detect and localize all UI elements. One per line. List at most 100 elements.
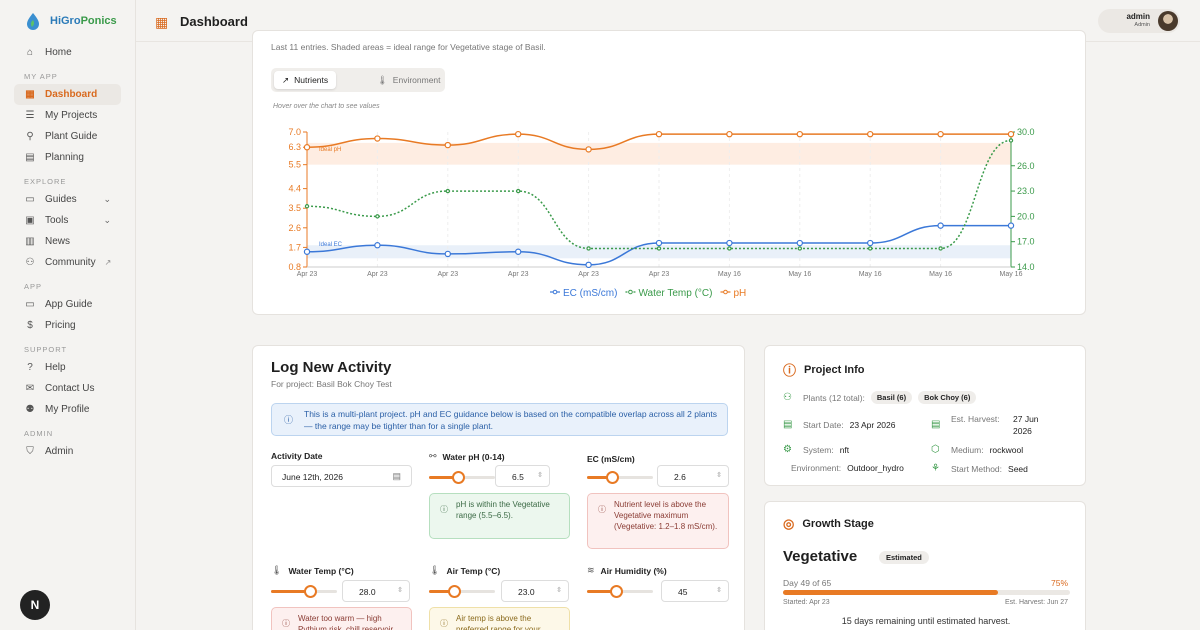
x-tick-label: Apr 23	[508, 271, 529, 278]
sidebar-item-label: Community	[45, 257, 96, 268]
growth-progress-bar	[783, 590, 1070, 595]
ideal-ph-band	[307, 142, 1011, 165]
sidebar-item-pricing[interactable]: $ Pricing	[14, 315, 121, 336]
chart-subtitle: Last 11 entries. Shaded areas = ideal ra…	[271, 42, 546, 52]
ec-label: EC (mS/cm)	[587, 454, 635, 464]
x-tick-label: May 16	[929, 271, 952, 278]
sidebar-item-label: Planning	[45, 152, 84, 163]
water-temp-slider[interactable]	[271, 581, 337, 601]
stepper-icon[interactable]: ⇳	[556, 587, 562, 594]
start-method-row: ⚘ Start Method: Seed	[931, 463, 1028, 474]
thermometer-icon: 🌡︎	[429, 565, 441, 575]
water-temp-input[interactable]: 28.0 ⇳	[342, 580, 410, 602]
sidebar-item-label: My Profile	[45, 404, 90, 415]
user-menu[interactable]: admin Admin	[1098, 9, 1180, 33]
calendar-icon: ▤	[392, 471, 401, 481]
search-icon: ⚲	[26, 131, 34, 142]
humidity-value: 45	[678, 587, 688, 597]
shield-icon: ⛉	[26, 446, 34, 457]
tab-label: Environment	[392, 75, 441, 85]
left-tick-label: 1.7	[288, 242, 301, 252]
chart-card: Last 11 entries. Shaded areas = ideal ra…	[252, 30, 1086, 315]
sidebar-item-admin[interactable]: ⛉ Admin	[14, 441, 121, 462]
sidebar-item-app-guide[interactable]: ▭ App Guide	[14, 294, 121, 315]
sidebar-item-tools[interactable]: ▣ Tools ⌄	[14, 210, 121, 231]
sidebar-item-news[interactable]: ▥ News	[14, 231, 121, 252]
started-label: Started: Apr 23	[783, 599, 830, 606]
ph-input[interactable]: 6.5 ⇳	[495, 465, 550, 487]
air-temp-value: 23.0	[518, 587, 535, 597]
data-point	[1008, 138, 1014, 143]
label-text: Air Temp (°C)	[446, 565, 501, 576]
line-chart[interactable]: Ideal pH Ideal EC 7.0 6.3 5.5 4.4 3.5 2.6 1.7 0.8…	[253, 31, 1087, 316]
brand[interactable]: HiGroPonics	[0, 0, 135, 42]
data-point	[585, 146, 592, 153]
ec-value: 2.6	[674, 472, 686, 482]
plants-label: Plants (12 total):	[803, 392, 865, 403]
left-tick-label: 5.5	[288, 160, 301, 170]
medium-value: rockwool	[989, 444, 1024, 455]
users-icon: ⚇	[25, 257, 35, 268]
humidity-input[interactable]: 45 ⇳	[661, 580, 729, 602]
tab-nutrients[interactable]: ↗ Nutrients	[274, 71, 337, 89]
stepper-icon[interactable]: ⇳	[716, 472, 722, 479]
stepper-icon[interactable]: ⇳	[537, 472, 543, 479]
sidebar-item-my-profile[interactable]: ⚉ My Profile	[14, 399, 121, 420]
data-point	[938, 246, 943, 251]
left-tick-label: 3.5	[288, 203, 301, 213]
dev-badge[interactable]: N	[20, 590, 50, 620]
air-temp-input[interactable]: 23.0 ⇳	[501, 580, 569, 602]
data-point	[655, 130, 663, 138]
section-label: EXPLORE	[24, 177, 67, 186]
user-role: Admin	[1134, 22, 1150, 28]
data-point	[445, 188, 450, 194]
label-text: Air Humidity (%)	[600, 565, 667, 576]
growth-stage-card: ◎ Growth Stage Vegetative Estimated Day 4…	[764, 501, 1086, 630]
droplet-icon: ⚯	[429, 451, 437, 461]
estimated-badge: Estimated	[879, 551, 929, 564]
data-point	[374, 135, 381, 142]
sidebar-item-contact-us[interactable]: ✉ Contact Us	[14, 378, 121, 399]
activity-date-input[interactable]: June 12th, 2026 ▤	[271, 465, 412, 487]
date-value: June 12th, 2026	[282, 472, 343, 482]
x-tick-label: Apr 23	[578, 271, 599, 278]
home-icon: ⌂	[26, 47, 34, 58]
sidebar-item-planning[interactable]: ▤ Planning	[14, 147, 121, 168]
sidebar-item-home[interactable]: ⌂ Home	[14, 42, 121, 63]
sidebar-item-my-projects[interactable]: ☰ My Projects	[14, 105, 121, 126]
system-row: ⚙ System: nft	[783, 444, 849, 455]
sidebar-item-guides[interactable]: ▭ Guides ⌄	[14, 189, 121, 210]
sidebar-item-dashboard[interactable]: ▦ Dashboard	[14, 84, 121, 105]
ph-slider[interactable]	[429, 467, 495, 487]
stepper-icon[interactable]: ⇳	[716, 587, 722, 594]
stepper-icon[interactable]: ⇳	[397, 587, 403, 594]
legend-marker	[552, 289, 558, 295]
ec-slider[interactable]	[587, 467, 653, 487]
sidebar-nav: ⌂ Home	[0, 42, 135, 63]
data-point	[516, 188, 521, 194]
ec-input[interactable]: 2.6 ⇳	[657, 465, 729, 487]
plants-row: ⚇ Plants (12 total): Basil (6) Bok Choy …	[783, 391, 977, 404]
user-name: admin	[1126, 12, 1150, 21]
sidebar-item-label: Guides	[45, 194, 77, 205]
data-point	[796, 130, 804, 138]
label-text: Activity Date	[271, 451, 323, 461]
left-tick-label: 0.8	[288, 262, 301, 272]
water-temp-status-text: Water too warm — high Pythium risk, chil…	[298, 614, 394, 630]
tab-environment[interactable]: 🌡︎ Environment	[369, 71, 449, 89]
project-info-card: ⓘ Project Info ⚇ Plants (12 total): Basil…	[764, 345, 1086, 486]
air-temp-slider[interactable]	[429, 581, 495, 601]
data-point	[868, 246, 873, 251]
sidebar-item-help[interactable]: ? Help	[14, 357, 121, 378]
sidebar-item-community[interactable]: ⚇ Community ↗	[14, 252, 121, 273]
logo-icon	[27, 13, 39, 30]
sidebar-item-label: My Projects	[45, 110, 98, 121]
title-text: Project Info	[804, 363, 865, 376]
days-remaining: 15 days remaining until estimated harves…	[841, 616, 1011, 626]
sidebar-item-plant-guide[interactable]: ⚲ Plant Guide	[14, 126, 121, 147]
environment-label: Environment:	[791, 463, 842, 473]
project-info-title: ⓘ Project Info	[783, 360, 865, 379]
humidity-slider[interactable]	[587, 581, 653, 601]
legend-marker	[723, 289, 728, 295]
right-tick-label: 23.0	[1017, 186, 1035, 196]
